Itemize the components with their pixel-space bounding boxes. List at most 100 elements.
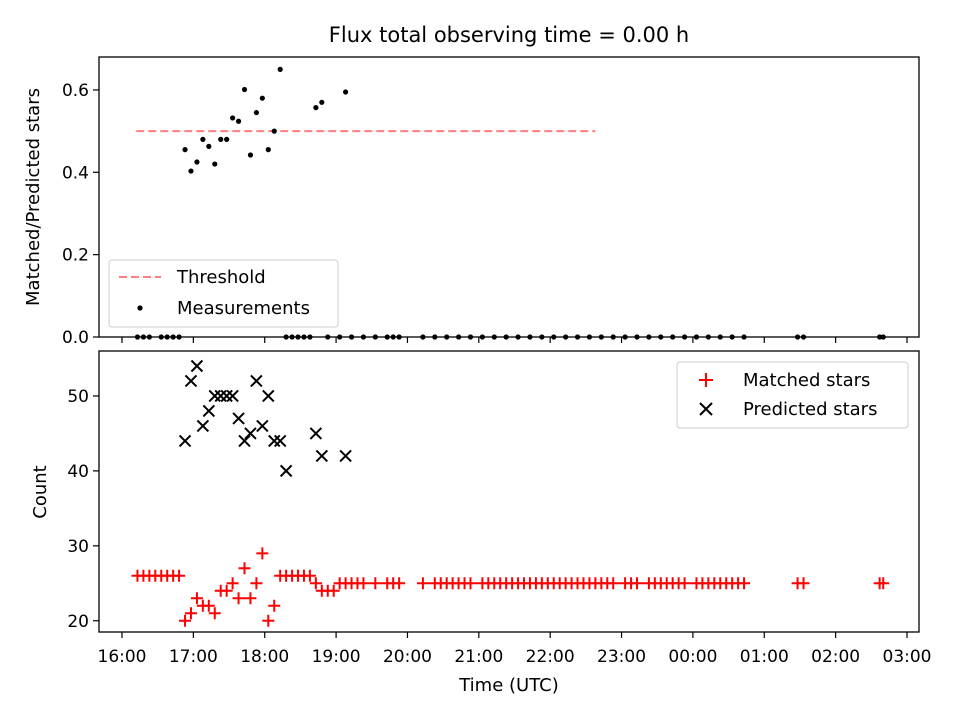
matched-star-point (393, 577, 406, 590)
predicted-star-point (196, 419, 210, 433)
x-tick-label: 02:00 (811, 647, 860, 667)
measurement-point (247, 152, 254, 158)
predicted-star-point (256, 419, 269, 433)
matched-star-point (797, 577, 810, 590)
matched-star-point (327, 584, 340, 597)
y-tick-label: 50 (67, 387, 89, 407)
predicted-star-point (273, 434, 287, 448)
measurement-point (319, 99, 325, 105)
x-tick-label: 21:00 (454, 647, 503, 667)
predicted-star-point (279, 464, 293, 478)
x-tick-label: 17:00 (169, 647, 218, 667)
predicted-star-point (232, 412, 245, 425)
measurement-point (194, 159, 200, 165)
matched-star-point (309, 577, 322, 590)
measurement-point (188, 168, 194, 174)
predicted-star-point (250, 374, 263, 388)
predicted-star-point (238, 434, 251, 448)
matched-star-point (202, 599, 215, 612)
bottom-legend: Matched stars Predicted stars (676, 361, 909, 429)
measurement-point (182, 147, 188, 153)
matched-star-point (244, 592, 257, 605)
x-axis-label: Time (UTC) (458, 675, 559, 696)
x-tick-label: 23:00 (597, 647, 646, 667)
legend-threshold-label: Threshold (176, 267, 266, 288)
y-tick-label: 20 (67, 612, 89, 632)
y-tick-label: 0.4 (62, 163, 89, 183)
matched-star-point (256, 547, 269, 560)
top-y-axis-label: Matched/Predicted stars (23, 88, 44, 306)
predicted-star-point (268, 434, 281, 448)
figure-title: Flux total observing time = 0.00 h (329, 23, 689, 47)
measurement-point (265, 147, 271, 153)
matched-star-point (877, 577, 890, 590)
matched-star-point (464, 577, 477, 590)
matched-star-point (190, 592, 203, 605)
bottom-panel: 20 30 40 50 16:00 17:00 18:00 19:00 20:00 21:00 2… (30, 350, 932, 667)
measurement-point (224, 136, 230, 142)
x-tick-label: 20:00 (383, 647, 432, 667)
matched-star-point (631, 577, 644, 590)
matched-star-point (208, 607, 221, 620)
matched-star-point (179, 614, 192, 627)
matched-star-point (369, 577, 382, 590)
matched-star-point (184, 607, 197, 620)
predicted-star-point (178, 434, 192, 448)
predicted-star-point (315, 449, 329, 463)
y-tick-label: 30 (67, 537, 89, 557)
predicted-star-point (309, 427, 323, 440)
legend-matched-swatch (699, 373, 713, 387)
matched-star-point (303, 569, 316, 582)
predicted-star-point (226, 389, 239, 403)
measurement-point (259, 95, 265, 101)
measurement-point (206, 143, 212, 149)
predicted-star-point (339, 449, 352, 463)
predicted-star-point (184, 374, 198, 388)
matched-star-point (262, 614, 275, 627)
matched-star-point (738, 577, 751, 590)
measurement-point (218, 136, 224, 142)
matched-star-point (173, 569, 186, 582)
matched-star-point (268, 599, 281, 612)
x-tick-label: 22:00 (526, 647, 575, 667)
x-tick-label: 16:00 (98, 647, 147, 667)
measurement-point (253, 109, 260, 116)
measurement-point (212, 161, 218, 167)
bottom-axes-frame (98, 350, 920, 633)
measurement-point (343, 89, 349, 95)
matched-star-point (226, 577, 239, 590)
matched-star-point (607, 577, 620, 590)
y-tick-label: 0.2 (62, 246, 89, 266)
y-tick-label: 0.6 (62, 81, 89, 101)
x-tick-label: 18:00 (240, 647, 289, 667)
legend-predicted-swatch (699, 402, 713, 416)
matched-star-point (220, 584, 233, 597)
measurement-point (271, 128, 277, 134)
bottom-x-ticks: 16:00 17:00 18:00 19:00 20:00 21:00 22:00 23:00… (98, 632, 932, 667)
y-tick-label: 0.0 (62, 328, 89, 348)
top-legend-box (108, 259, 339, 328)
legend-predicted-label: Predicted stars (743, 399, 877, 420)
top-x-ticks (121, 337, 908, 343)
predicted-star-point (202, 404, 216, 418)
predicted-star-point (220, 389, 233, 403)
legend-measurements-swatch (137, 305, 143, 311)
top-panel: 0.0 0.2 0.4 0.6 Matched/Predicted stars Thr… (23, 56, 920, 348)
bottom-plot-content (131, 359, 890, 627)
measurement-point (235, 118, 242, 124)
bottom-y-axis-label: Count (30, 465, 51, 518)
x-tick-label: 19:00 (312, 647, 361, 667)
matched-star-point (416, 577, 429, 590)
measurement-point (241, 86, 248, 93)
x-tick-label: 03:00 (883, 647, 932, 667)
top-axes-frame (98, 56, 920, 338)
predicted-star-point (262, 389, 275, 403)
bottom-legend-box (676, 361, 909, 429)
predicted-star-point (244, 427, 257, 440)
y-tick-label: 40 (67, 462, 89, 482)
measurement-point (277, 66, 283, 72)
legend-matched-label: Matched stars (743, 370, 870, 391)
measurement-point (313, 105, 319, 111)
predicted-star-point (190, 359, 204, 373)
